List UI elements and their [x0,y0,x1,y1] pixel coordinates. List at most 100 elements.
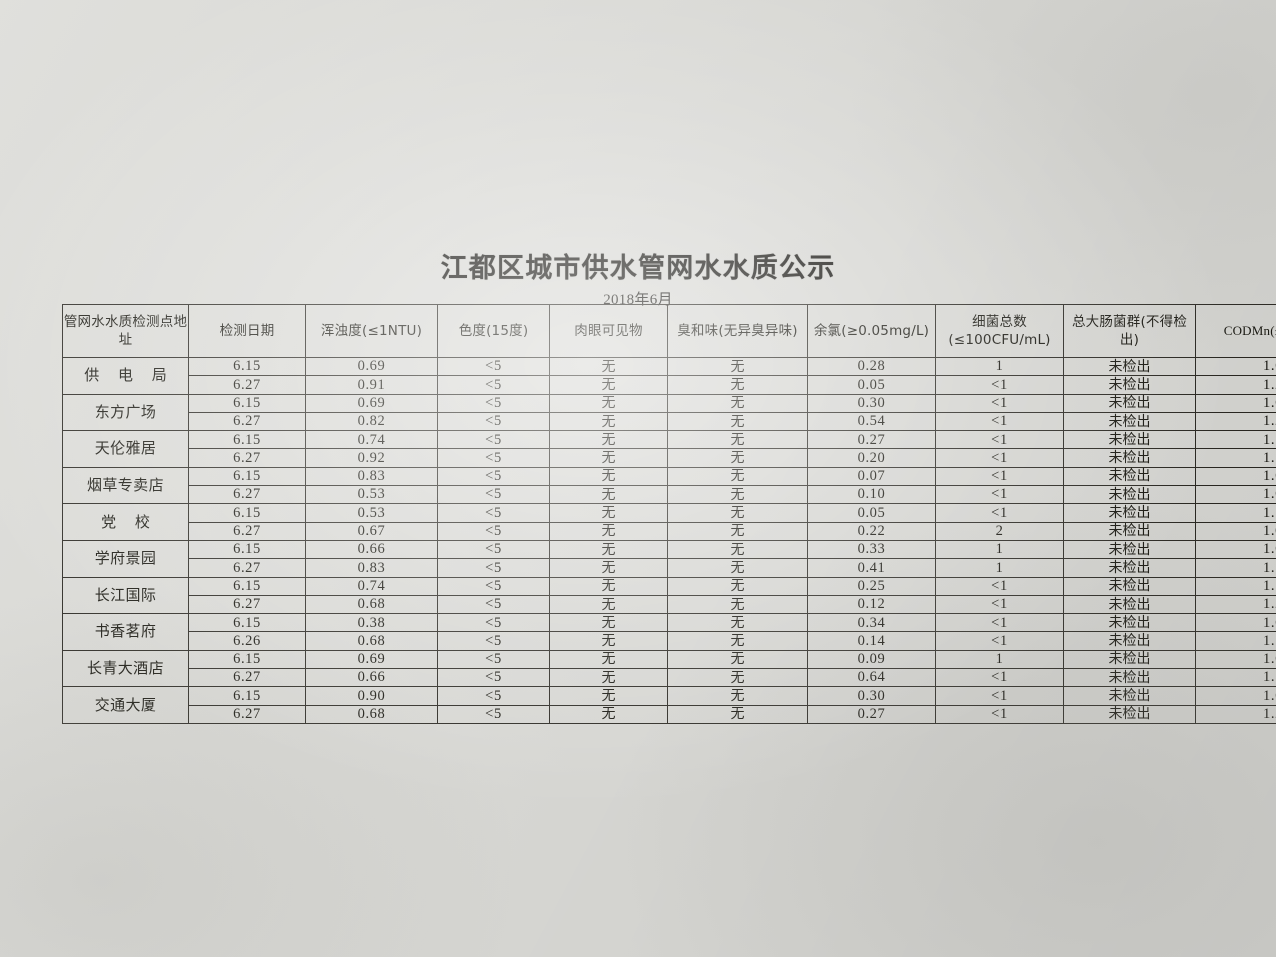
cell-odor-taste: 无 [667,668,808,688]
cell-residual-chlorine: 0.30 [807,393,936,413]
cell-turbidity: 0.74 [305,576,438,596]
cell-residual-chlorine: 0.54 [807,411,936,432]
cell-odor-taste: 无 [667,704,808,724]
column-header-date: 检测日期 [188,304,306,358]
cell-visible-matter: 无 [549,576,668,596]
column-header-total-coliform: 总大肠菌群(不得检出) [1063,304,1196,358]
cell-residual-chlorine: 0.25 [807,576,936,596]
cell-visible-matter: 无 [549,631,668,651]
cell-total-coliform: 未检出 [1063,539,1196,560]
cell-chroma: <5 [437,485,550,505]
column-header-chroma: 色度(15度) [437,304,550,358]
cell-bacteria-count: 1 [935,649,1064,670]
cell-chroma: <5 [437,668,550,688]
cell-test-date: 6.27 [188,558,306,578]
cell-residual-chlorine: 0.22 [807,521,936,541]
column-header-bacteria-count: 细菌总数(≤100CFU/mL) [935,304,1064,358]
cell-turbidity: 0.74 [305,430,438,450]
cell-test-date: 6.15 [188,613,306,633]
cell-odor-taste: 无 [667,393,808,413]
cell-residual-chlorine: 0.07 [807,466,936,487]
cell-chroma: <5 [437,448,550,468]
column-header-odor-taste: 臭和味(无异臭异味) [667,304,808,358]
cell-chroma: <5 [437,393,550,413]
cell-odor-taste: 无 [667,375,808,395]
cell-turbidity: 0.67 [305,521,438,541]
cell-bacteria-count: <1 [935,668,1064,688]
cell-residual-chlorine: 0.10 [807,485,936,505]
cell-odor-taste: 无 [667,411,808,432]
cell-residual-chlorine: 0.09 [807,649,936,670]
table-header-row: 管网水水质检测点地址 检测日期 浑浊度(≤1NTU) 色度(15度) 肉眼可见物… [62,304,1276,358]
cell-codmn: 1.6 [1195,393,1276,413]
cell-codmn: 1.1 [1195,668,1276,688]
cell-turbidity: 0.92 [305,448,438,468]
cell-odor-taste: 无 [667,539,808,560]
cell-turbidity: 0.91 [305,375,438,395]
column-header-residual-chlorine: 余氯(≥0.05mg/L) [807,304,936,358]
cell-chroma: <5 [437,704,550,724]
column-header-codmn: CODMn(≤3mg/L) [1195,304,1276,358]
cell-total-coliform: 未检出 [1063,356,1196,377]
cell-turbidity: 0.38 [305,613,438,633]
cell-total-coliform: 未检出 [1063,485,1196,505]
cell-test-date: 6.15 [188,503,306,523]
cell-site-name: 烟草专卖店 [62,466,189,505]
cell-chroma: <5 [437,539,550,560]
cell-total-coliform: 未检出 [1063,704,1196,724]
cell-codmn: 1.1 [1195,448,1276,468]
cell-codmn: 1.7 [1195,503,1276,523]
cell-bacteria-count: <1 [935,430,1064,450]
cell-test-date: 6.27 [188,375,306,395]
cell-bacteria-count: 2 [935,521,1064,541]
cell-bacteria-count: <1 [935,375,1064,395]
cell-site-name: 长青大酒店 [62,649,189,688]
cell-visible-matter: 无 [549,594,668,615]
cell-turbidity: 0.66 [305,539,438,560]
cell-chroma: <5 [437,631,550,651]
cell-visible-matter: 无 [549,466,668,487]
cell-total-coliform: 未检出 [1063,393,1196,413]
water-quality-table: 管网水水质检测点地址 检测日期 浑浊度(≤1NTU) 色度(15度) 肉眼可见物… [62,304,1276,724]
cell-codmn: 1.6 [1195,686,1276,706]
cell-site-name: 天伦雅居 [62,430,189,468]
cell-bacteria-count: <1 [935,485,1064,505]
cell-total-coliform: 未检出 [1063,613,1196,633]
cell-codmn: 1.1 [1195,631,1276,651]
cell-total-coliform: 未检出 [1063,594,1196,615]
cell-total-coliform: 未检出 [1063,668,1196,688]
cell-turbidity: 0.68 [305,631,438,651]
cell-residual-chlorine: 0.14 [807,631,936,651]
cell-residual-chlorine: 0.64 [807,668,936,688]
cell-residual-chlorine: 0.27 [807,430,936,450]
cell-site-name: 书香茗府 [62,613,189,651]
cell-turbidity: 0.83 [305,558,438,578]
cell-odor-taste: 无 [667,430,808,450]
cell-codmn: 1.2 [1195,411,1276,432]
cell-codmn: 1.7 [1195,430,1276,450]
cell-bacteria-count: 1 [935,558,1064,578]
cell-site-name: 东方广场 [62,393,189,432]
cell-site-name: 供 电 局 [62,357,189,395]
cell-codmn: 1.6 [1195,466,1276,487]
cell-odor-taste: 无 [667,466,808,487]
cell-visible-matter: 无 [549,649,668,670]
cell-odor-taste: 无 [667,485,808,505]
cell-bacteria-count: <1 [935,503,1064,523]
cell-chroma: <5 [437,503,550,523]
cell-chroma: <5 [437,613,550,633]
cell-codmn: 1.6 [1195,539,1276,560]
cell-bacteria-count: <1 [935,686,1064,706]
cell-test-date: 6.15 [188,430,306,450]
cell-bacteria-count: <1 [935,466,1064,487]
cell-test-date: 6.27 [188,448,306,468]
cell-codmn: 1.6 [1195,485,1276,505]
